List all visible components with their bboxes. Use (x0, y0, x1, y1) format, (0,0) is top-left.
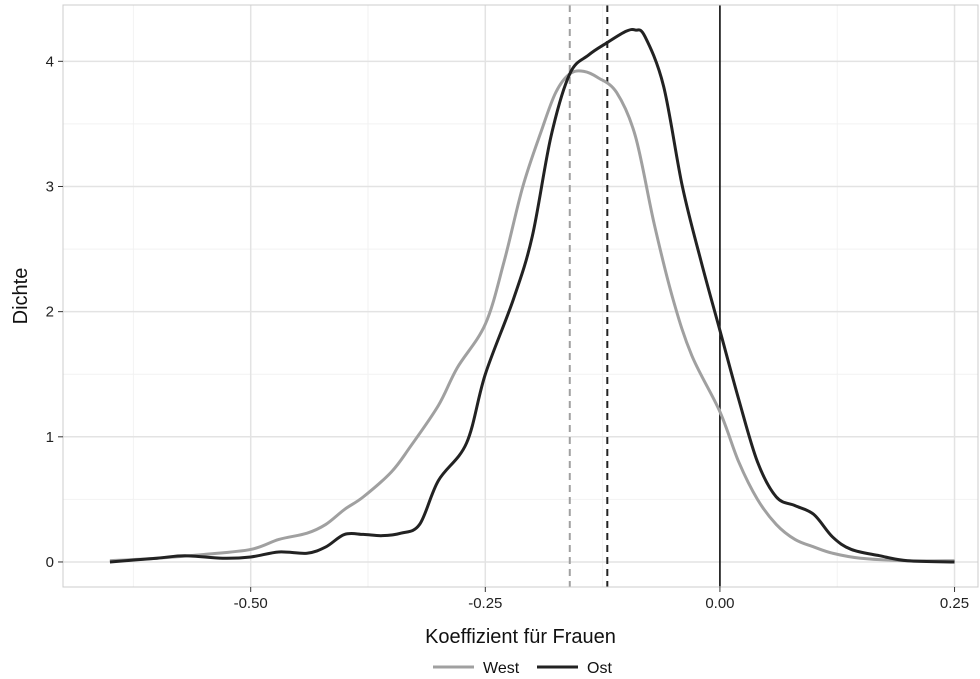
y-tick-label: 2 (46, 304, 54, 321)
x-tick-label: -0.25 (468, 595, 502, 612)
x-tick-label: -0.50 (234, 595, 268, 612)
x-tick-label: 0.00 (705, 595, 734, 612)
x-axis-title: Koeffizient für Frauen (425, 626, 616, 648)
x-tick-label: 0.25 (940, 595, 969, 612)
y-tick-label: 0 (46, 554, 54, 571)
legend: West Ost (433, 660, 612, 677)
minor-gridlines (63, 5, 978, 587)
density-curves (109, 28, 955, 564)
density-curve-ost (109, 28, 955, 564)
y-tick-label: 4 (46, 53, 54, 70)
y-axis-ticks: 0 1 2 3 4 (46, 53, 63, 571)
legend-label-ost: Ost (587, 660, 612, 677)
x-axis-ticks: -0.50 -0.25 0.00 0.25 (234, 587, 969, 612)
y-axis-title: Dichte (10, 268, 32, 325)
panel-border (62, 4, 979, 588)
reference-lines (568, 5, 721, 587)
legend-label-west: West (483, 660, 520, 677)
y-tick-label: 3 (46, 178, 54, 195)
density-curve-west (109, 69, 955, 563)
y-tick-label: 1 (46, 429, 54, 446)
